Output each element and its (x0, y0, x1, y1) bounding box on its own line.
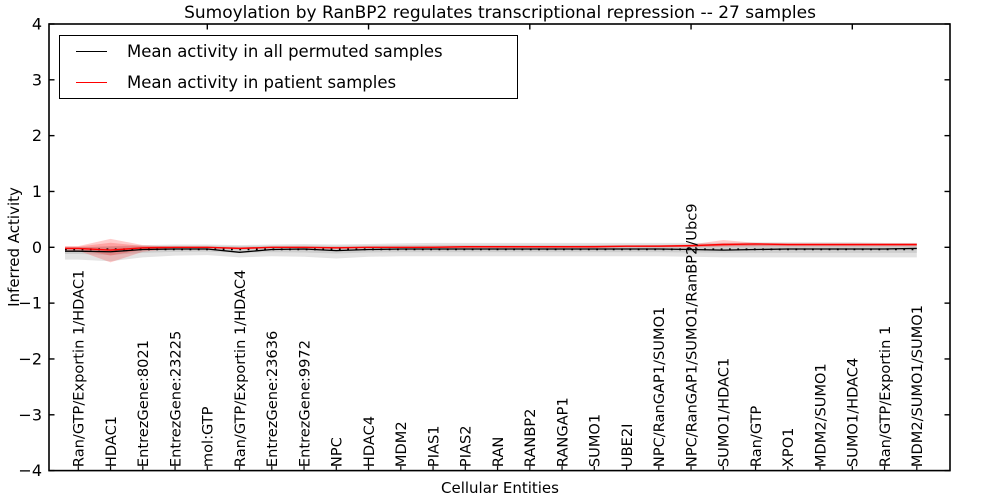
patient-samples-band (65, 242, 917, 256)
x-category-label: EntrezGene:23636 (264, 331, 281, 467)
legend-label-patient: Mean activity in patient samples (127, 72, 397, 92)
x-category-label: SUMO1 (587, 414, 604, 467)
x-category-label: NPC/RanGAP1/SUMO1 (651, 307, 668, 467)
y-tick-label: −2 (18, 349, 42, 368)
x-category-label: RANBP2 (522, 409, 539, 468)
y-tick-label: 1 (32, 182, 42, 201)
x-category-label: Ran/GTP/Exportin 1/HDAC1 (71, 270, 88, 467)
x-axis-label: Cellular Entities (441, 479, 559, 497)
x-category-label: Ran/GTP/Exportin 1/HDAC4 (232, 270, 249, 467)
legend-line-permuted-icon (76, 51, 107, 53)
x-category-label: SUMO1/HDAC1 (716, 358, 733, 467)
x-category-label: HDAC1 (103, 416, 120, 467)
x-category-label: SUMO1/HDAC4 (845, 358, 862, 467)
y-tick-label: 4 (32, 14, 42, 33)
legend-line-patient-icon (76, 81, 107, 83)
chart-title: Sumoylation by RanBP2 regulates transcri… (184, 3, 816, 23)
legend-item-permuted: Mean activity in all permuted samples (60, 37, 517, 66)
legend-item-patient: Mean activity in patient samples (60, 68, 517, 97)
x-category-label: Ran/GTP/Exportin 1 (877, 326, 894, 467)
x-category-label: MDM2/SUMO1/SUMO1 (909, 305, 926, 467)
y-tick-label: 3 (32, 70, 42, 89)
x-category-label: mol:GTP (200, 406, 217, 467)
y-tick-label: 2 (32, 126, 42, 145)
x-category-label: UBE2I (619, 424, 636, 468)
legend: Mean activity in all permuted samples Me… (59, 35, 518, 99)
x-category-label: MDM2 (393, 421, 410, 467)
y-tick-label: −3 (18, 405, 42, 424)
x-category-label: MDM2/SUMO1 (812, 363, 829, 467)
y-axis-label: Inferred Activity (5, 187, 23, 307)
legend-label-permuted: Mean activity in all permuted samples (127, 42, 443, 62)
x-category-label: NPC (329, 437, 346, 467)
x-category-label: NPC/RanGAP1/SUMO1/RanBP2/Ubc9 (683, 203, 700, 467)
x-category-label: Ran/GTP (748, 405, 765, 467)
x-category-label: RANGAP1 (554, 397, 571, 467)
x-category-label: RAN (490, 437, 507, 467)
y-tick-label: 0 (32, 238, 42, 257)
x-category-label: EntrezGene:8021 (135, 340, 152, 467)
x-category-label: EntrezGene:23225 (167, 331, 184, 467)
patient-mean-line (65, 243, 917, 251)
x-category-label: HDAC4 (361, 416, 378, 467)
x-category-label: PIAS1 (425, 425, 442, 467)
x-category-label: EntrezGene:9972 (296, 340, 313, 467)
y-tick-label: −1 (18, 294, 42, 313)
y-tick-label: −4 (18, 461, 42, 480)
x-category-label: PIAS2 (458, 425, 475, 467)
x-category-label: XPO1 (780, 428, 797, 468)
